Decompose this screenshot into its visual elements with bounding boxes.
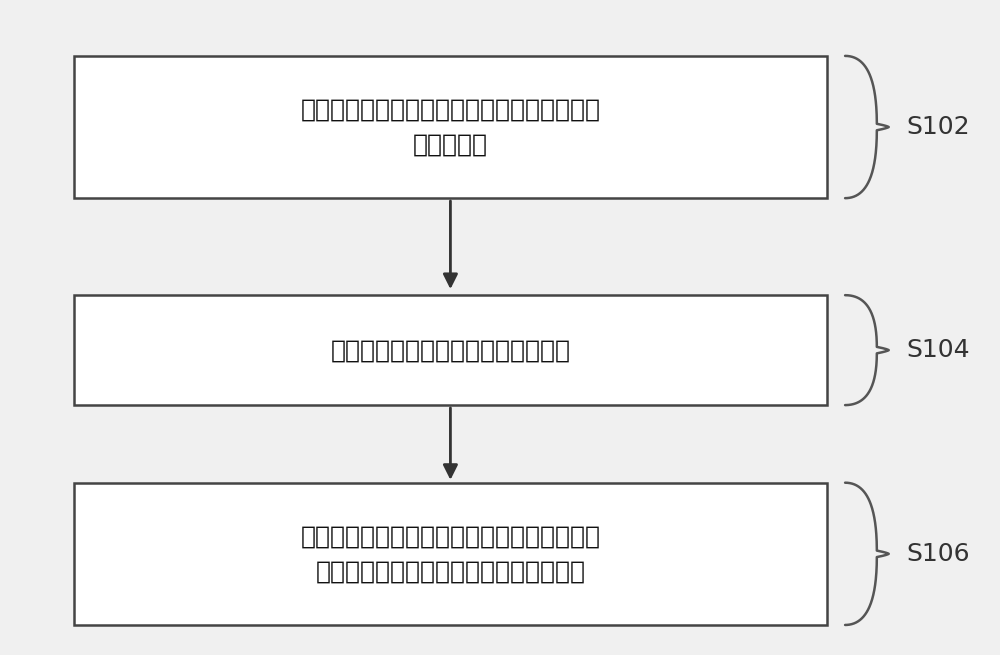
- Text: 将特征参数输入到预先训练的分类器，得到变
压器局部放电故障类型的识别结果并输出: 将特征参数输入到预先训练的分类器，得到变 压器局部放电故障类型的识别结果并输出: [300, 524, 600, 584]
- FancyBboxPatch shape: [74, 295, 827, 405]
- FancyBboxPatch shape: [74, 56, 827, 198]
- Text: 接收外置型天线传感器采集的变压器局部放电
特高频信号: 接收外置型天线传感器采集的变压器局部放电 特高频信号: [300, 98, 600, 157]
- Text: S102: S102: [907, 115, 970, 139]
- FancyBboxPatch shape: [74, 483, 827, 625]
- Text: S104: S104: [907, 338, 970, 362]
- Text: 提取局部放电特高频信号的特征参数: 提取局部放电特高频信号的特征参数: [330, 338, 570, 362]
- Text: S106: S106: [907, 542, 970, 566]
